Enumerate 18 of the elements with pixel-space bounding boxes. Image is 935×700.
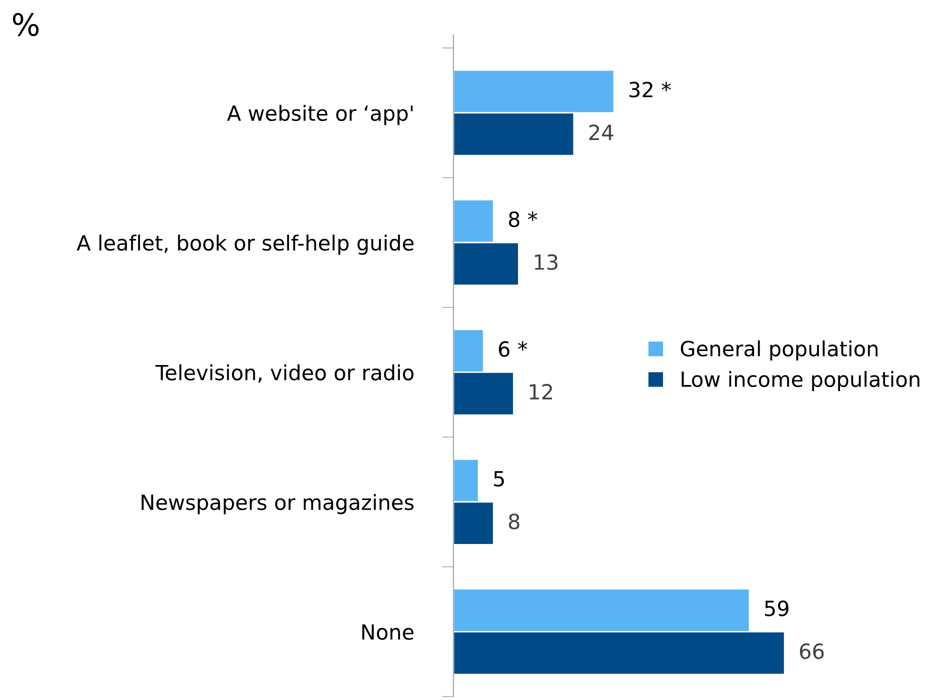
data-label: 8 * <box>508 211 538 228</box>
legend-label: General population <box>680 340 878 361</box>
y-tick-label: A leaflet, book or self-help guide <box>76 234 414 255</box>
data-label: 66 <box>800 643 824 660</box>
text: % <box>12 12 39 36</box>
y-tick-label: A website or ‘app' <box>227 104 413 126</box>
data-label: 24 <box>589 124 614 140</box>
data-label: 12 <box>530 384 552 400</box>
data-label: 5 <box>494 471 504 487</box>
y-tick-label: Television, video or radio <box>155 364 414 383</box>
y-tick-label: None <box>362 624 414 640</box>
data-label: 13 <box>534 254 558 270</box>
data-label: 6 * <box>498 341 528 357</box>
y-tick-label: Newspapers or magazines <box>142 494 414 514</box>
data-label: 32 * <box>630 82 671 98</box>
legend-label: Low income population <box>682 370 920 392</box>
data-label: 8 <box>508 514 520 530</box>
data-label: 59 <box>764 600 788 616</box>
